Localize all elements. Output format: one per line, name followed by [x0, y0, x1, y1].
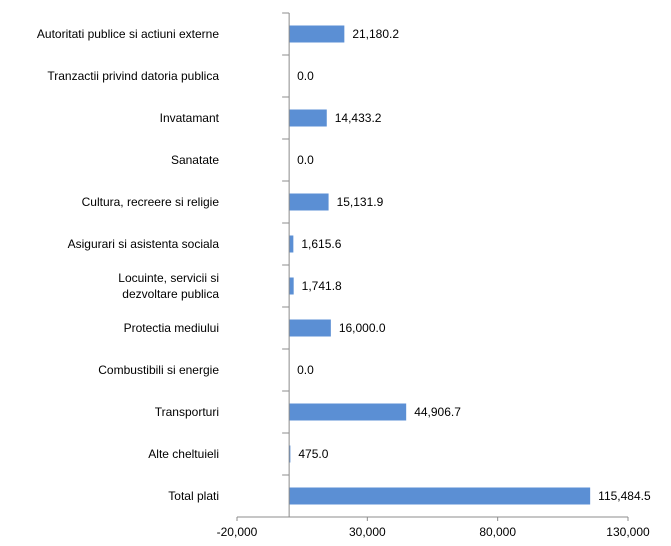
- x-tick-label: 130,000: [606, 525, 650, 539]
- category-label: Autoritati publice si actiuni externe: [37, 27, 219, 41]
- data-label: 0.0: [297, 153, 314, 167]
- bar: [289, 487, 591, 505]
- category-label: Protectia mediului: [124, 321, 219, 335]
- bars-layer: [289, 25, 591, 505]
- category-label: Tranzactii privind datoria publica: [47, 69, 219, 83]
- data-label: 0.0: [297, 69, 314, 83]
- bar: [289, 319, 331, 337]
- category-label: Invatamant: [160, 111, 220, 125]
- data-label: 1,741.8: [302, 279, 342, 293]
- data-label: 16,000.0: [339, 321, 386, 335]
- data-label: 115,484.5: [598, 489, 651, 503]
- data-label: 475.0: [298, 447, 328, 461]
- data-label: 44,906.7: [414, 405, 461, 419]
- category-label: Cultura, recreere si religie: [82, 195, 220, 209]
- x-tick-label: -20,000: [217, 525, 258, 539]
- bar: [289, 277, 294, 295]
- category-label: Combustibili si energie: [98, 363, 219, 377]
- category-label: Asigurari si asistenta sociala: [68, 237, 220, 251]
- bar: [289, 109, 327, 127]
- bar: [289, 445, 291, 463]
- category-label: dezvoltare publica: [122, 287, 219, 301]
- data-label: 15,131.9: [337, 195, 384, 209]
- bar: [289, 235, 294, 253]
- data-label: 21,180.2: [352, 27, 399, 41]
- bar: [289, 25, 345, 43]
- category-label: Transporturi: [155, 405, 219, 419]
- bar: [289, 403, 407, 421]
- axes-layer: [236, 12, 629, 521]
- category-label: Sanatate: [171, 153, 219, 167]
- labels-layer: 21,180.2 Autoritati publice si actiuni ex…: [37, 27, 651, 539]
- data-label: 14,433.2: [335, 111, 382, 125]
- x-tick-label: 30,000: [349, 525, 386, 539]
- data-label: 0.0: [297, 363, 314, 377]
- category-label: Alte cheltuieli: [148, 447, 219, 461]
- category-label: Total plati: [168, 489, 219, 503]
- category-label: Locuinte, servicii si: [118, 271, 219, 285]
- data-label: 1,615.6: [301, 237, 341, 251]
- bar: [289, 193, 329, 211]
- x-tick-label: 80,000: [479, 525, 516, 539]
